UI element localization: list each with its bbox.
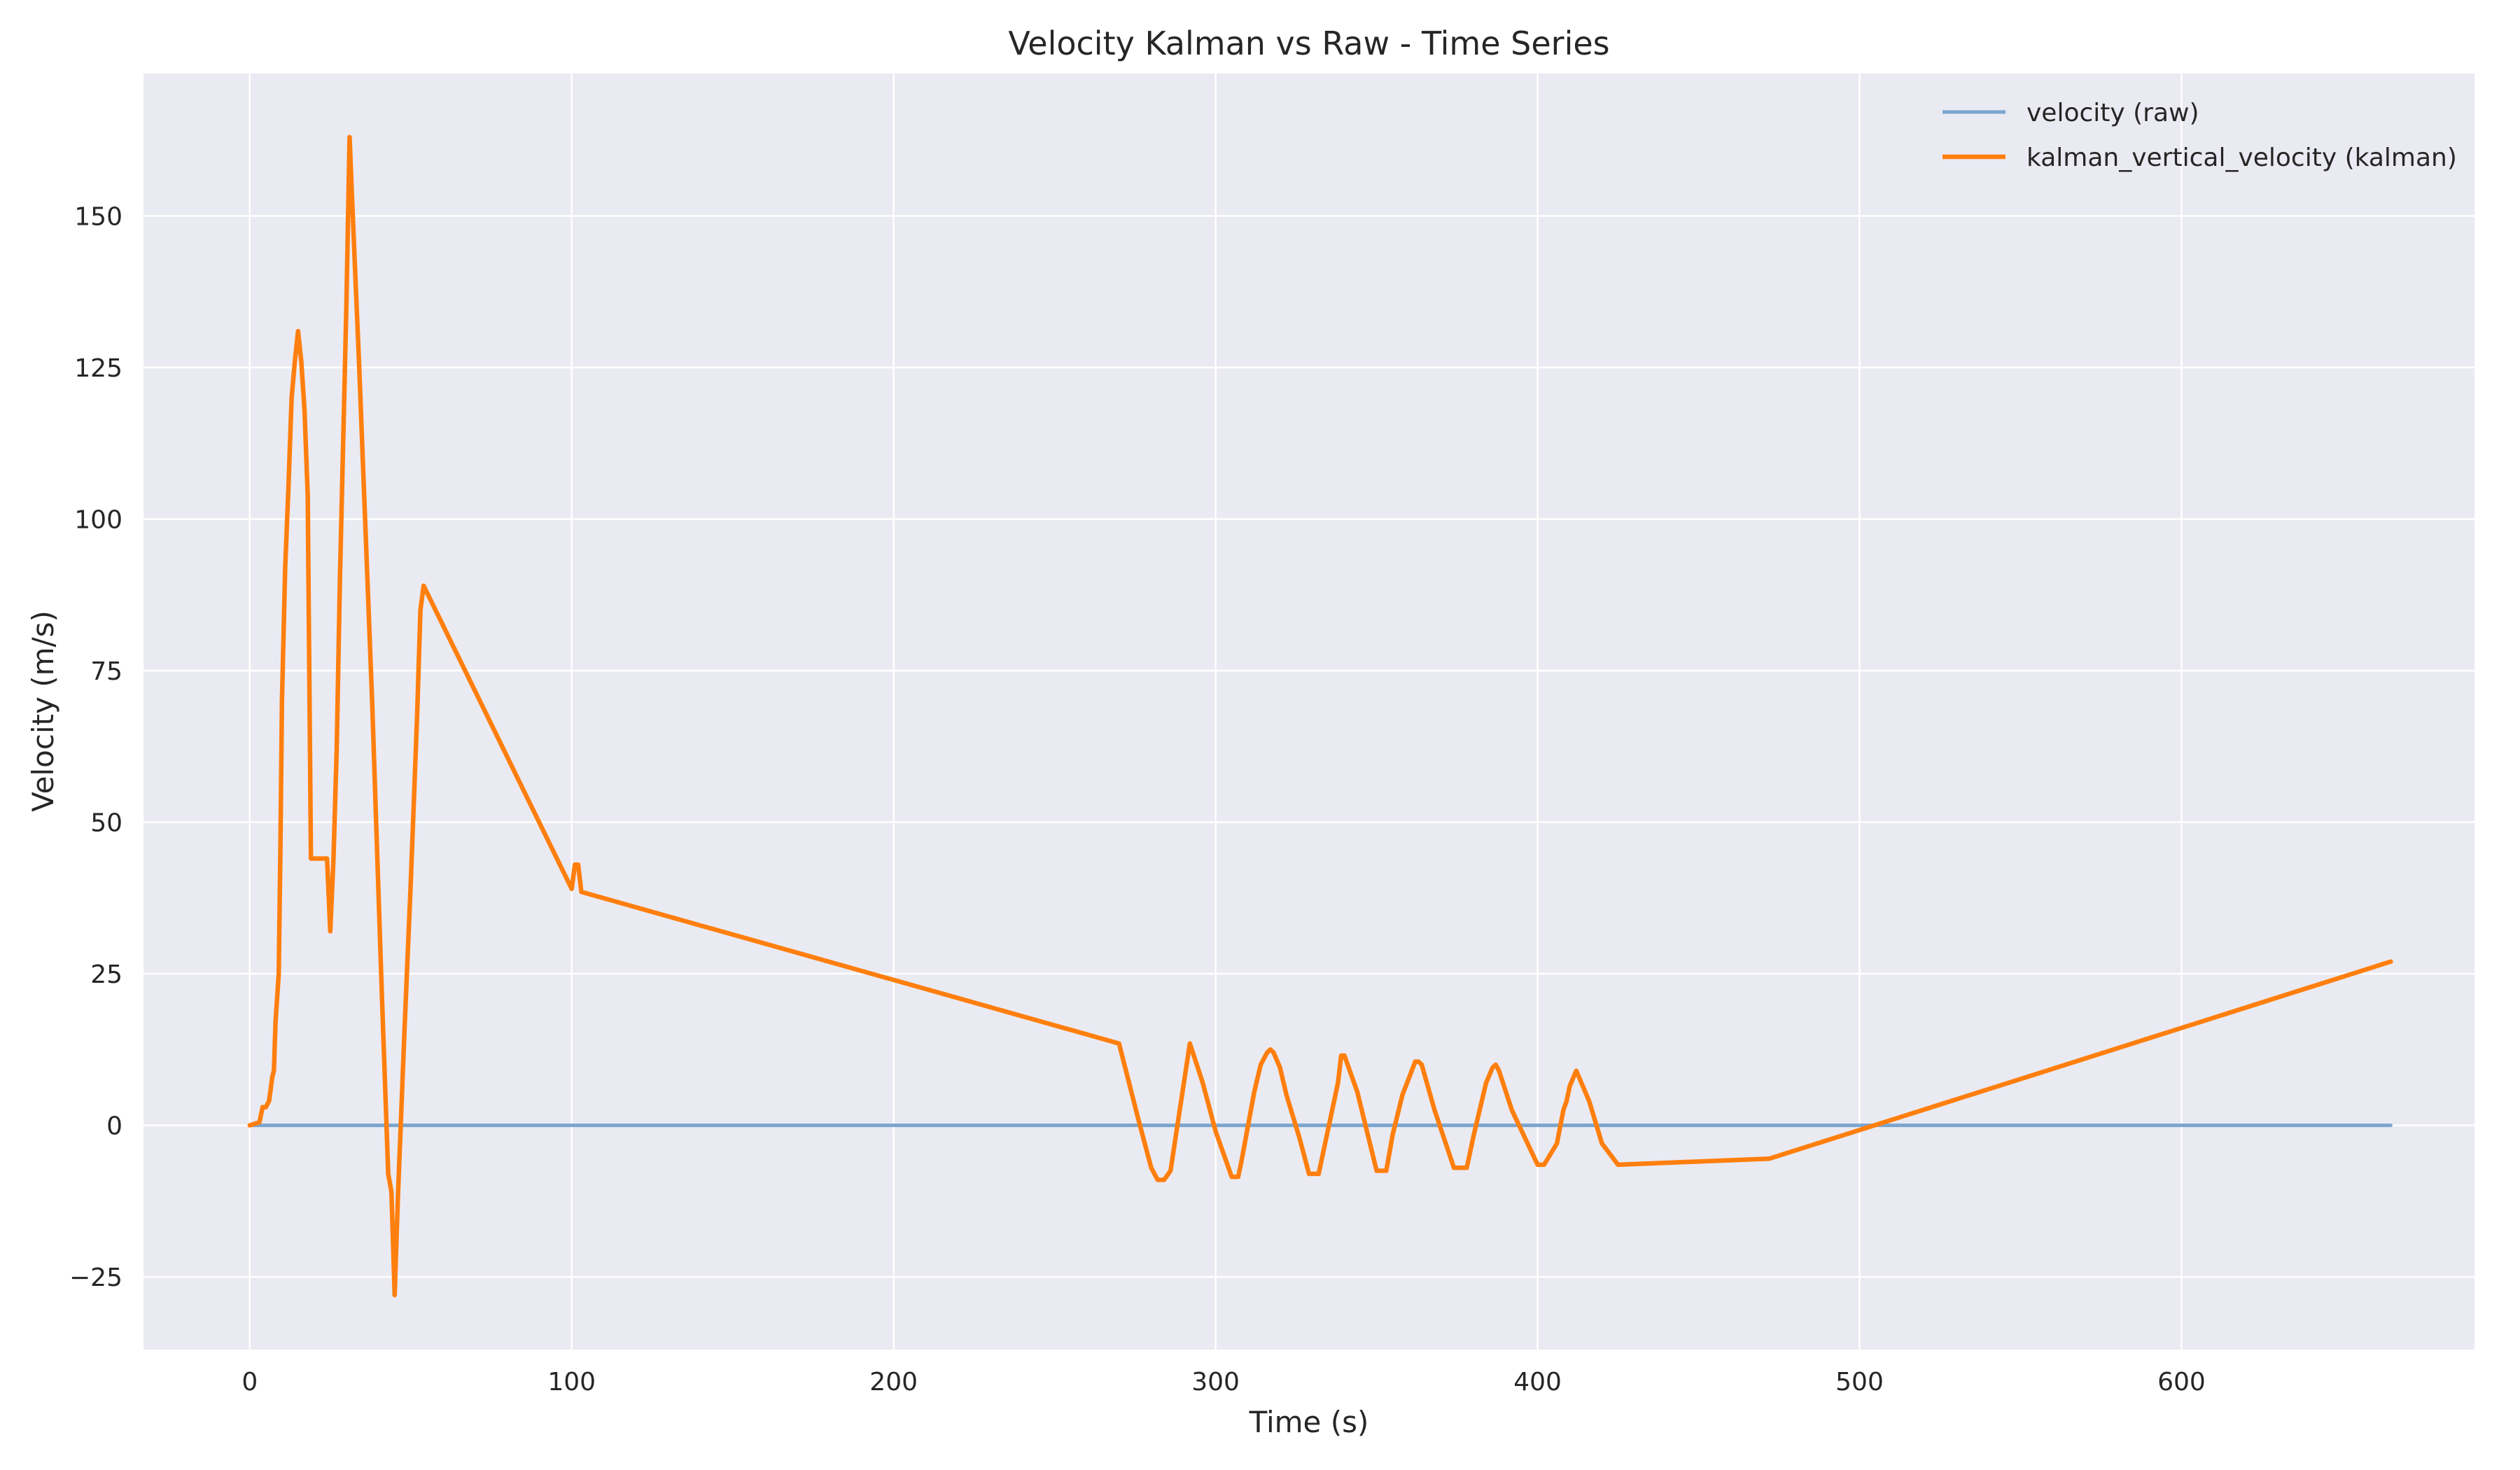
x-tick-label: 500: [1835, 1368, 1884, 1396]
series-layer: [247, 134, 2393, 1298]
y-tick-label: 125: [74, 354, 122, 383]
legend-label: velocity (raw): [2026, 99, 2199, 127]
x-axis-label: Time (s): [1249, 1405, 1369, 1439]
x-tick-label: 0: [241, 1368, 258, 1396]
x-tick-label: 100: [547, 1368, 596, 1396]
y-tick-label: 100: [74, 506, 122, 535]
x-tick-label: 300: [1191, 1368, 1240, 1396]
y-tick-label: 75: [90, 657, 122, 686]
grid-lines: [144, 74, 2474, 1350]
legend: velocity (raw) kalman_vertical_velocity (…: [1942, 99, 2457, 172]
series-line-1: [247, 134, 2393, 1298]
chart-title: Velocity Kalman vs Raw - Time Series: [1008, 24, 1609, 62]
x-tick-label: 600: [2157, 1368, 2206, 1396]
plot-background: [144, 74, 2474, 1350]
y-tick-label: −25: [69, 1264, 122, 1292]
y-tick-label: 0: [106, 1112, 122, 1141]
x-tick-label: 400: [1513, 1368, 1562, 1396]
y-tick-label: 150: [74, 203, 122, 232]
y-tick-label: 50: [90, 809, 122, 838]
legend-label: kalman_vertical_velocity (kalman): [2026, 144, 2457, 172]
tick-labels: 0 100 200 300 400 500 600 −25 0 25 50 75 100 125 150: [69, 203, 2206, 1396]
y-tick-label: 25: [90, 960, 122, 989]
x-tick-label: 200: [869, 1368, 918, 1396]
y-axis-label: Velocity (m/s): [26, 610, 60, 812]
